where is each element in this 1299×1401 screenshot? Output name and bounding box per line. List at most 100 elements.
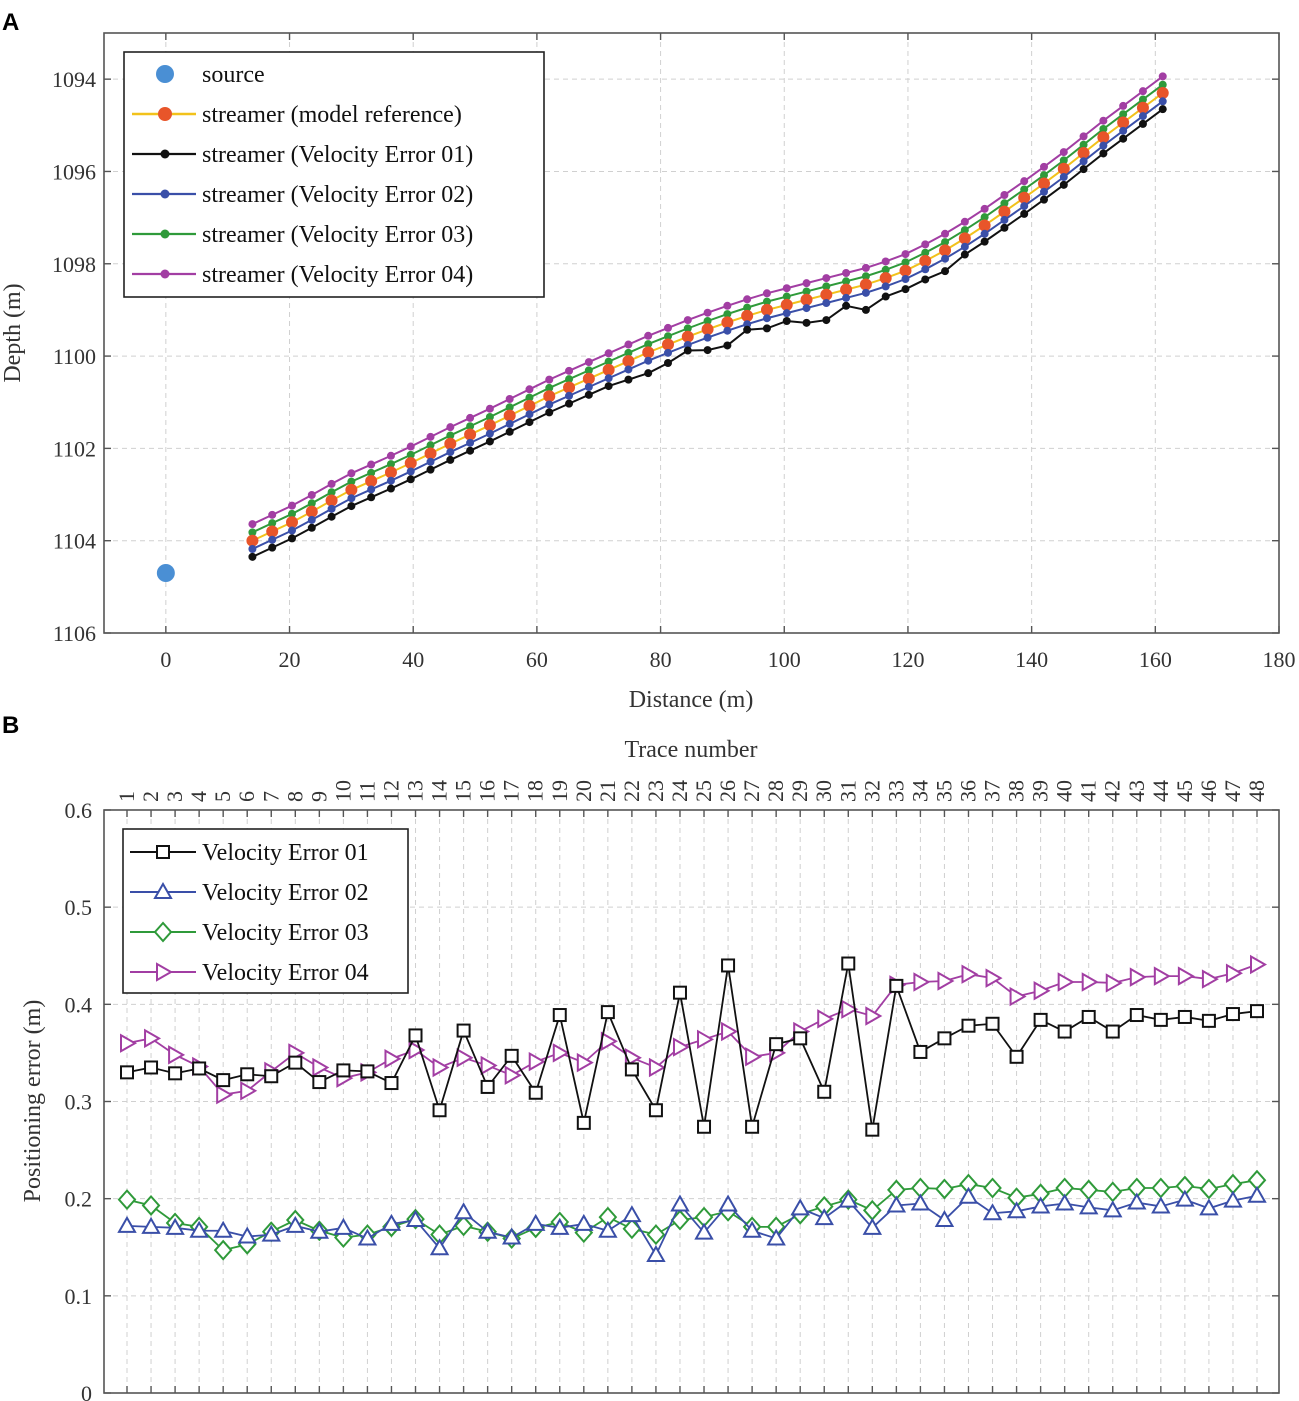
series-point-streamer-velocity-error-04 — [901, 250, 910, 259]
panel-b-label: B — [2, 712, 19, 739]
series-point-velocity-error-01 — [1057, 1024, 1072, 1039]
series-point-streamer-velocity-error-01 — [505, 427, 514, 436]
series-point-streamer-velocity-error-01 — [703, 346, 712, 355]
series-point-streamer-velocity-error-01 — [248, 552, 257, 561]
legend-label-source: source — [202, 62, 265, 88]
series-point-streamer-velocity-error-01 — [565, 399, 574, 408]
panel-b-trace-tick-label-11: 11 — [354, 781, 379, 802]
panel-b-y-tick-label-5: 0.5 — [65, 895, 93, 920]
panel-b-legend: Velocity Error 01 Velocity Error 02 Veloci… — [122, 828, 409, 994]
panel-b-trace-tick-label-28: 28 — [763, 780, 788, 802]
series-point-velocity-error-02 — [790, 1198, 810, 1216]
series-point-streamer-model-reference — [721, 316, 734, 329]
series-point-streamer-velocity-error-02 — [584, 383, 593, 391]
panel-a-y-tick-label-1104: 1104 — [53, 529, 96, 554]
panel-b-trace-tick-label-14: 14 — [427, 780, 452, 802]
panel-b-trace-tick-label-12: 12 — [378, 780, 403, 802]
panel-b-trace-tick-label-7: 7 — [258, 791, 283, 802]
series-point-streamer-velocity-error-03 — [901, 258, 910, 267]
series-point-velocity-error-03 — [1199, 1178, 1219, 1200]
series-point-velocity-error-04 — [937, 971, 955, 991]
series-point-streamer-model-reference — [760, 303, 773, 316]
series-point-velocity-error-04 — [480, 1055, 498, 1076]
series-point-velocity-error-01 — [120, 1065, 134, 1080]
series-point-streamer-velocity-error-04 — [565, 366, 574, 375]
series-point-velocity-error-04 — [576, 1052, 594, 1073]
series-point-velocity-error-04 — [216, 1084, 234, 1105]
series-point-velocity-error-03 — [983, 1177, 1002, 1199]
series-point-streamer-velocity-error-02 — [822, 299, 831, 307]
series-point-streamer-velocity-error-04 — [466, 413, 475, 422]
series-point-streamer-model-reference — [246, 534, 259, 547]
series-point-streamer-model-reference — [286, 516, 298, 529]
series-point-velocity-error-01 — [1009, 1049, 1024, 1064]
series-point-velocity-error-04 — [1009, 986, 1027, 1007]
series-point-streamer-velocity-error-02 — [1040, 187, 1048, 196]
panel-b-trace-tick-label-16: 16 — [475, 780, 500, 802]
series-point-streamer-velocity-error-01 — [525, 418, 534, 427]
series-point-velocity-error-04 — [1153, 966, 1171, 986]
panel-b-trace-tick-label-25: 25 — [691, 780, 716, 802]
series-point-velocity-error-01 — [216, 1073, 231, 1088]
series-point-streamer-velocity-error-02 — [604, 374, 613, 383]
series-point-velocity-error-04 — [456, 1048, 474, 1068]
series-point-streamer-velocity-error-01 — [1099, 149, 1108, 158]
series-point-streamer-velocity-error-03 — [406, 450, 415, 459]
series-point-streamer-velocity-error-01 — [485, 437, 494, 446]
series-point-streamer-velocity-error-04 — [307, 491, 316, 499]
series-point-streamer-velocity-error-03 — [624, 348, 633, 357]
series-point-velocity-error-02 — [814, 1208, 834, 1226]
legend-label-streamer-velocity-error-03: streamer (Velocity Error 03) — [202, 222, 473, 248]
series-point-streamer-velocity-error-02 — [664, 348, 672, 357]
series-point-streamer-model-reference — [741, 309, 754, 322]
series-point-streamer-velocity-error-02 — [1059, 173, 1068, 181]
series-point-velocity-error-03 — [117, 1189, 137, 1211]
panel-b-trace-tick-label-20: 20 — [571, 780, 596, 802]
legend-label-streamer-model-reference: streamer (model reference) — [202, 102, 462, 128]
series-point-streamer-model-reference — [780, 298, 793, 311]
series-point-streamer-velocity-error-02 — [980, 229, 989, 238]
series-point-streamer-velocity-error-01 — [921, 275, 930, 284]
series-point-streamer-model-reference — [424, 447, 437, 460]
series-point-velocity-error-01 — [552, 1008, 567, 1023]
series-point-velocity-error-01 — [1177, 1009, 1192, 1024]
series-point-streamer-velocity-error-01 — [327, 512, 336, 521]
series-point-velocity-error-04 — [528, 1051, 546, 1072]
series-point-streamer-model-reference — [305, 505, 318, 518]
series-point-streamer-velocity-error-02 — [367, 485, 376, 494]
series-point-streamer-velocity-error-01 — [1059, 180, 1068, 189]
series-point-velocity-error-01 — [985, 1016, 1000, 1031]
series-point-streamer-velocity-error-04 — [822, 274, 831, 283]
series-point-velocity-error-01 — [360, 1064, 375, 1079]
series-point-streamer-velocity-error-04 — [1099, 116, 1108, 125]
series-point-streamer-velocity-error-02 — [842, 293, 851, 302]
series-point-streamer-model-reference — [662, 338, 674, 351]
series-point-streamer-velocity-error-04 — [1119, 101, 1128, 110]
series-point-streamer-velocity-error-04 — [664, 323, 672, 332]
series-point-streamer-model-reference — [345, 483, 358, 496]
legend-label-velocity-error-02: Velocity Error 02 — [202, 880, 369, 906]
series-point-velocity-error-02 — [550, 1217, 570, 1235]
series-point-streamer-velocity-error-04 — [288, 501, 296, 510]
series-point-streamer-velocity-error-01 — [842, 301, 851, 310]
series-point-streamer-velocity-error-02 — [901, 275, 910, 283]
series-point-streamer-velocity-error-02 — [941, 254, 950, 263]
panel-b-trace-tick-label-29: 29 — [787, 780, 812, 802]
series-point-streamer-velocity-error-04 — [703, 308, 712, 317]
series-point-streamer-velocity-error-01 — [1119, 134, 1128, 143]
series-point-streamer-velocity-error-03 — [307, 499, 316, 508]
series-point-velocity-error-01 — [192, 1061, 207, 1076]
panel-b-trace-tick-label-19: 19 — [547, 780, 572, 802]
series-point-streamer-velocity-error-04 — [941, 229, 950, 238]
series-point-streamer-model-reference — [840, 283, 853, 296]
series-point-velocity-error-02 — [213, 1220, 233, 1238]
series-point-velocity-error-04 — [697, 1029, 715, 1050]
series-point-streamer-velocity-error-01 — [1040, 195, 1048, 204]
series-point-streamer-velocity-error-02 — [288, 526, 296, 535]
panel-b-trace-tick-label-4: 4 — [186, 791, 211, 802]
series-point-velocity-error-01 — [1081, 1009, 1096, 1024]
series-point-velocity-error-04 — [1105, 973, 1123, 993]
series-point-streamer-velocity-error-02 — [386, 476, 395, 485]
series-point-velocity-error-01 — [865, 1122, 880, 1137]
panel-b-trace-tick-label-39: 39 — [1028, 780, 1053, 802]
